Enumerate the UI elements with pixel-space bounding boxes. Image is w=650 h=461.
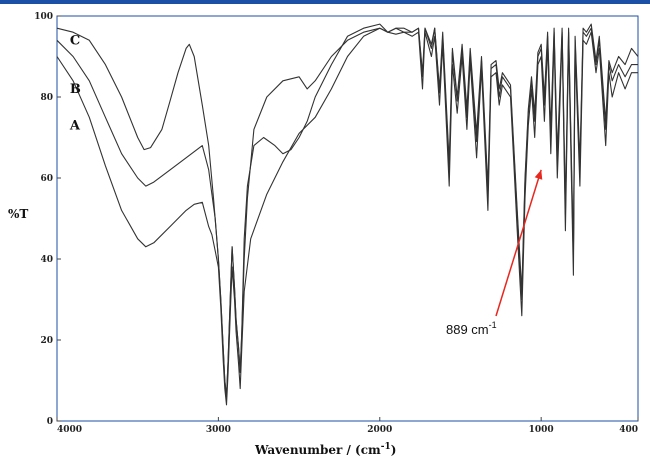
x-axis-label-main: Wavenumber / (cm xyxy=(254,443,381,457)
annotation-label: 889 cm-1 xyxy=(446,320,497,337)
series-label-a: A xyxy=(69,118,81,133)
peak-annotation: 889 cm-1 xyxy=(446,169,543,337)
y-axis: 0 20 40 60 80 100 xyxy=(34,12,61,427)
series-labels: A B C xyxy=(69,33,81,133)
x-axis-label: Wavenumber / (cm-1) xyxy=(254,442,396,457)
y-tick-label: 60 xyxy=(40,174,53,184)
x-tick-label: 1000 xyxy=(529,425,554,435)
top-band xyxy=(0,0,650,4)
x-tick-label: 400 xyxy=(619,425,638,435)
plot-frame xyxy=(56,15,639,422)
x-axis-label-sup: -1 xyxy=(381,442,391,452)
y-tick-label: 80 xyxy=(40,93,53,103)
annotation-label-main: 889 cm xyxy=(446,322,489,337)
series-line-c xyxy=(56,23,639,398)
annotation-label-sup: -1 xyxy=(489,320,497,330)
annotation-arrow xyxy=(495,169,542,317)
series-label-b: B xyxy=(70,82,81,97)
annotation-arrow-head xyxy=(534,169,543,180)
series-line-a xyxy=(56,27,638,406)
y-tick-label: 0 xyxy=(47,417,53,427)
series-line-b xyxy=(56,27,638,398)
y-axis-label: %T xyxy=(8,207,28,221)
y-tick-label: 20 xyxy=(40,336,53,346)
x-tick-label: 2000 xyxy=(367,425,392,435)
series-layer xyxy=(56,23,639,406)
x-axis-label-close: ) xyxy=(391,443,397,457)
x-tick-label: 3000 xyxy=(206,425,231,435)
y-tick-label: 100 xyxy=(34,12,53,22)
series-label-c: C xyxy=(70,33,80,48)
x-tick-label: 4000 xyxy=(57,425,82,435)
y-tick-label: 40 xyxy=(40,255,53,265)
x-axis: 4000 3000 2000 1000 400 xyxy=(56,417,639,435)
